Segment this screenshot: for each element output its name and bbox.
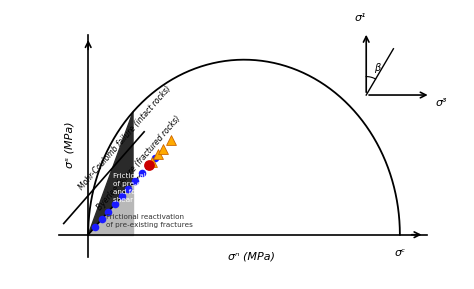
Polygon shape [88,112,133,235]
Point [145,164,152,168]
Polygon shape [88,183,133,235]
Point [146,162,153,167]
Text: Frictional reactivation
of pre-existing fractures: Frictional reactivation of pre-existing … [106,214,193,228]
Text: Frictional reactivation
of pre-existing fractures
and formation of new
shear fra: Frictional reactivation of pre-existing … [113,173,200,203]
Text: σᶜ: σᶜ [394,249,405,258]
Point [138,171,146,176]
Point [148,160,155,164]
Point [91,225,99,229]
Point [159,147,166,152]
Text: σⁿ (MPa): σⁿ (MPa) [228,252,275,262]
Point [98,217,105,222]
Text: Mohr-Coulomb failure (intact rocks): Mohr-Coulomb failure (intact rocks) [77,84,173,192]
Point [167,138,174,143]
Point [104,210,112,214]
Text: β: β [374,63,380,73]
Point [111,202,118,206]
Text: σ³: σ³ [436,98,447,108]
Point [155,152,162,157]
Text: Byerlee failure (fractured rocks): Byerlee failure (fractured rocks) [95,114,182,212]
Point [151,156,159,160]
Text: σ¹: σ¹ [355,13,366,23]
Text: σˢ (MPa): σˢ (MPa) [64,121,74,168]
Point [125,186,132,191]
Point [118,194,126,199]
Point [131,179,139,184]
